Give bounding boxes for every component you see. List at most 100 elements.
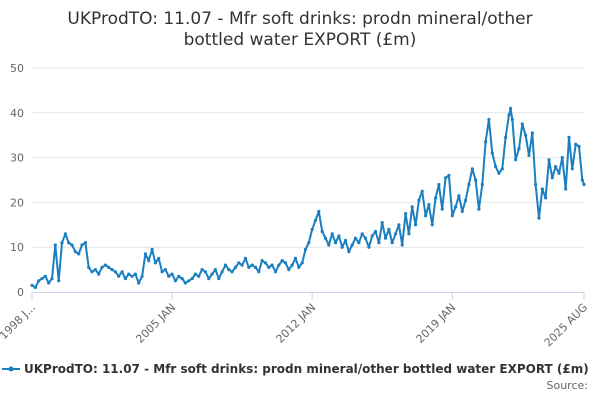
series-line xyxy=(31,107,585,289)
data-point xyxy=(293,256,298,260)
data-point xyxy=(514,158,518,162)
data-point xyxy=(430,223,434,227)
data-point xyxy=(290,263,294,267)
data-point xyxy=(233,265,238,269)
data-point xyxy=(60,241,64,245)
data-point xyxy=(380,221,384,225)
data-point xyxy=(50,277,54,281)
data-point xyxy=(537,216,541,220)
data-point xyxy=(510,117,514,122)
data-point xyxy=(350,243,354,247)
data-point xyxy=(544,196,548,200)
data-point xyxy=(193,272,197,276)
data-point xyxy=(247,265,251,269)
legend[interactable]: UKProdTO: 11.07 - Mfr soft drinks: prodn… xyxy=(2,362,589,376)
data-point xyxy=(517,147,521,151)
data-point xyxy=(163,268,167,272)
legend-label[interactable]: UKProdTO: 11.07 - Mfr soft drinks: prodn… xyxy=(24,362,589,376)
data-point xyxy=(582,182,586,187)
x-tick-label: 1998 J... xyxy=(0,301,38,342)
x-tick-label: 2019 JAN xyxy=(414,301,459,346)
data-point xyxy=(317,209,321,213)
data-point xyxy=(37,279,41,283)
data-point xyxy=(277,263,281,267)
data-point xyxy=(263,261,268,265)
data-point xyxy=(63,232,67,236)
data-point xyxy=(460,209,464,213)
data-point xyxy=(310,227,314,231)
data-point xyxy=(437,182,441,187)
data-point xyxy=(53,243,57,247)
data-point xyxy=(107,265,111,269)
data-point xyxy=(560,156,564,160)
data-point xyxy=(40,277,44,281)
y-axis-ticks: 0 10 20 30 40 50 xyxy=(10,62,24,299)
data-point xyxy=(509,106,513,110)
data-point xyxy=(220,270,224,274)
data-point xyxy=(363,236,368,240)
data-point xyxy=(250,263,254,267)
data-point xyxy=(240,263,244,267)
data-point xyxy=(507,113,511,117)
data-point xyxy=(347,250,351,254)
data-point xyxy=(574,142,578,146)
data-point xyxy=(327,243,331,247)
source-label: Source: xyxy=(547,379,589,392)
data-point xyxy=(360,232,364,236)
data-point xyxy=(424,214,428,218)
data-point xyxy=(167,274,171,278)
data-point xyxy=(547,158,551,162)
data-point xyxy=(407,232,411,236)
data-point xyxy=(357,241,361,245)
data-point xyxy=(43,274,47,278)
data-point xyxy=(530,131,534,135)
data-point xyxy=(237,261,241,265)
data-point xyxy=(474,178,478,182)
data-point xyxy=(120,270,124,274)
x-tick-label: 2005 JAN xyxy=(133,301,178,346)
data-point xyxy=(227,268,231,272)
data-point xyxy=(504,135,508,139)
data-point xyxy=(190,277,194,281)
data-point xyxy=(87,265,91,269)
data-point xyxy=(580,178,584,182)
data-point xyxy=(200,268,204,272)
data-point xyxy=(297,265,301,269)
data-point xyxy=(300,261,304,265)
data-point xyxy=(97,272,101,276)
data-point xyxy=(434,196,438,200)
x-axis: 1998 J... 2005 JAN 2012 JAN 2019 JAN 2025 AU… xyxy=(0,292,590,349)
grid-lines xyxy=(32,67,584,248)
data-point xyxy=(494,165,498,169)
data-point xyxy=(520,122,524,126)
data-point xyxy=(103,263,107,267)
data-point xyxy=(383,236,388,240)
data-point xyxy=(113,270,117,274)
data-point xyxy=(30,283,34,287)
data-point xyxy=(484,140,488,144)
data-point xyxy=(173,279,177,283)
data-point xyxy=(273,270,278,274)
data-point xyxy=(243,256,248,260)
data-point xyxy=(230,270,234,274)
data-point xyxy=(370,234,374,238)
data-point xyxy=(497,171,501,175)
data-point xyxy=(270,263,274,267)
data-point xyxy=(373,229,378,234)
data-point xyxy=(387,227,391,231)
data-point xyxy=(307,241,311,245)
data-point xyxy=(440,207,444,211)
data-point xyxy=(260,259,264,263)
data-point xyxy=(140,274,144,278)
data-point xyxy=(203,270,207,274)
data-point xyxy=(500,167,504,171)
data-point xyxy=(157,256,161,260)
data-point xyxy=(303,247,308,251)
data-point xyxy=(117,274,121,278)
data-point xyxy=(470,167,474,171)
data-point xyxy=(47,281,51,285)
data-point xyxy=(187,279,191,283)
data-point xyxy=(464,198,468,202)
data-point xyxy=(90,270,94,274)
data-point xyxy=(223,263,228,267)
